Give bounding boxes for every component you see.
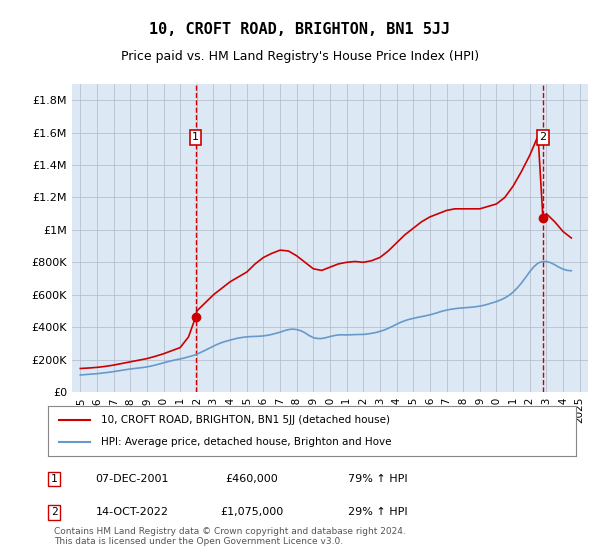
Text: 29% ↑ HPI: 29% ↑ HPI (348, 507, 408, 517)
Text: Contains HM Land Registry data © Crown copyright and database right 2024.
This d: Contains HM Land Registry data © Crown c… (54, 526, 406, 546)
Text: Price paid vs. HM Land Registry's House Price Index (HPI): Price paid vs. HM Land Registry's House … (121, 50, 479, 63)
Text: HPI: Average price, detached house, Brighton and Hove: HPI: Average price, detached house, Brig… (101, 437, 391, 447)
Text: 2: 2 (50, 507, 58, 517)
Text: 2: 2 (539, 133, 547, 142)
Text: £460,000: £460,000 (226, 474, 278, 484)
Text: £1,075,000: £1,075,000 (220, 507, 284, 517)
Text: 10, CROFT ROAD, BRIGHTON, BN1 5JJ (detached house): 10, CROFT ROAD, BRIGHTON, BN1 5JJ (detac… (101, 415, 390, 425)
Text: 07-DEC-2001: 07-DEC-2001 (95, 474, 169, 484)
Text: 1: 1 (50, 474, 58, 484)
Text: 14-OCT-2022: 14-OCT-2022 (95, 507, 169, 517)
Text: 1: 1 (192, 133, 199, 142)
Text: 10, CROFT ROAD, BRIGHTON, BN1 5JJ: 10, CROFT ROAD, BRIGHTON, BN1 5JJ (149, 22, 451, 38)
Text: 79% ↑ HPI: 79% ↑ HPI (348, 474, 408, 484)
